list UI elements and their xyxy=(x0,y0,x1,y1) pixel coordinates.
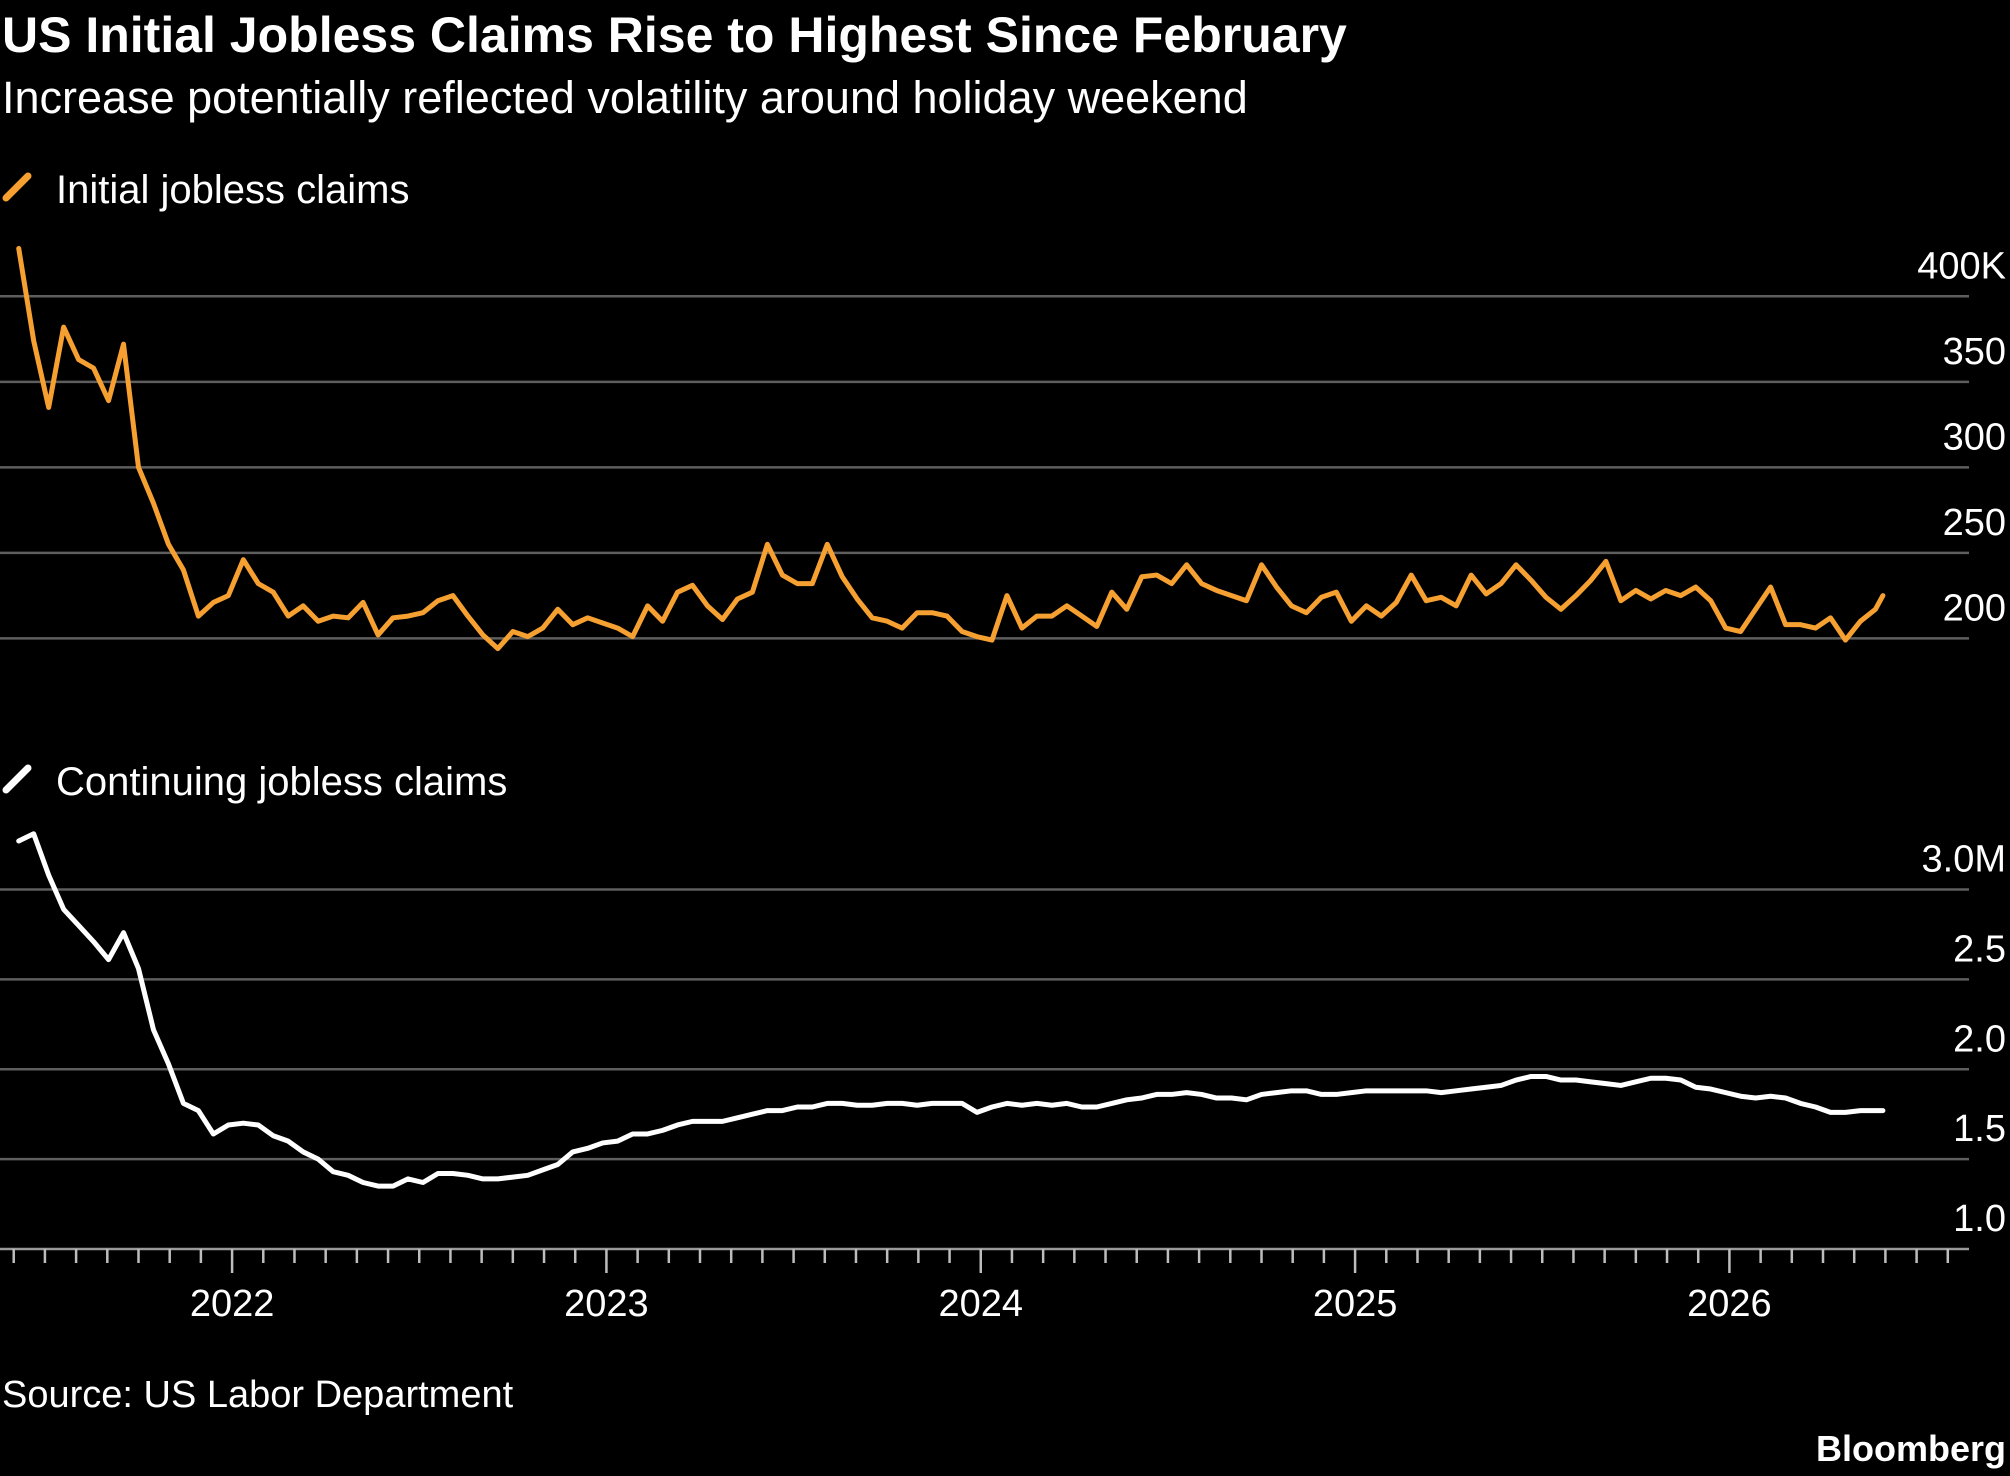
chart-title: US Initial Jobless Claims Rise to Highes… xyxy=(2,7,1347,63)
x-tick-label: 2026 xyxy=(1687,1283,1772,1325)
data-line xyxy=(16,831,1886,1189)
chart-subtitle: Increase potentially reflected volatilit… xyxy=(2,72,1248,123)
y-tick-label: 1.5 xyxy=(1953,1108,2006,1150)
legend-swatch xyxy=(2,764,32,794)
legend-label: Continuing jobless claims xyxy=(56,760,507,804)
x-tick-label: 2024 xyxy=(938,1283,1023,1325)
data-line xyxy=(16,245,1886,652)
y-tick-label: 2.0 xyxy=(1953,1018,2006,1060)
brand-logo: Bloomberg xyxy=(1816,1428,2006,1469)
y-tick-label: 200 xyxy=(1943,587,2006,629)
y-tick-label: 3.0M xyxy=(1922,839,2006,881)
x-tick-label: 2025 xyxy=(1313,1283,1398,1325)
y-tick-label: 350 xyxy=(1943,331,2006,373)
x-tick-label: 2022 xyxy=(190,1283,275,1325)
y-tick-label: 1.0 xyxy=(1953,1198,2006,1240)
legend-swatch xyxy=(2,172,32,202)
y-tick-label: 400K xyxy=(1917,245,2006,287)
source-note: Source: US Labor Department xyxy=(2,1374,514,1416)
y-tick-label: 2.5 xyxy=(1953,928,2006,970)
y-tick-label: 250 xyxy=(1943,502,2006,544)
y-tick-label: 300 xyxy=(1943,416,2006,458)
legend-label: Initial jobless claims xyxy=(56,168,409,212)
x-tick-label: 2023 xyxy=(564,1283,649,1325)
